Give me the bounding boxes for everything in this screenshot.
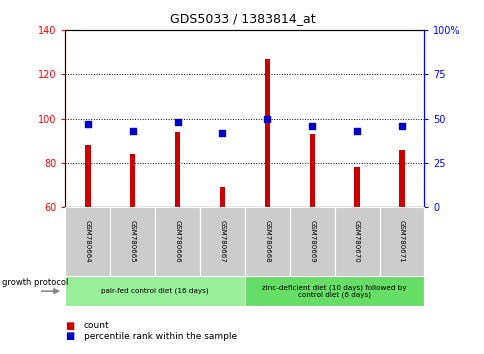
Bar — [85, 145, 91, 207]
Bar — [264, 59, 270, 207]
Bar — [219, 187, 225, 207]
Text: GSM780669: GSM780669 — [309, 220, 315, 263]
Text: GDS5033 / 1383814_at: GDS5033 / 1383814_at — [169, 12, 315, 25]
Text: GSM780664: GSM780664 — [85, 220, 91, 263]
Point — [397, 123, 405, 129]
Point — [129, 128, 136, 134]
Bar — [309, 134, 314, 207]
Point — [263, 116, 271, 121]
Bar — [398, 149, 404, 207]
Point — [218, 130, 226, 136]
Point — [84, 121, 91, 127]
Text: pair-fed control diet (16 days): pair-fed control diet (16 days) — [101, 288, 209, 295]
Point — [352, 128, 360, 134]
Point — [308, 123, 316, 129]
Bar — [130, 154, 135, 207]
Bar — [354, 167, 359, 207]
Text: GSM780671: GSM780671 — [398, 220, 404, 263]
Text: percentile rank within the sample: percentile rank within the sample — [84, 332, 237, 341]
Text: count: count — [84, 321, 109, 330]
Text: GSM780668: GSM780668 — [264, 220, 270, 263]
Text: ■: ■ — [65, 321, 75, 331]
Bar — [175, 132, 180, 207]
Text: GSM780665: GSM780665 — [130, 220, 136, 263]
Text: growth protocol: growth protocol — [2, 278, 69, 287]
Text: GSM780666: GSM780666 — [174, 220, 180, 263]
Text: zinc-deficient diet (10 days) followed by
control diet (6 days): zinc-deficient diet (10 days) followed b… — [262, 284, 406, 298]
Text: ■: ■ — [65, 331, 75, 341]
Text: GSM780667: GSM780667 — [219, 220, 225, 263]
Point — [173, 119, 181, 125]
Text: GSM780670: GSM780670 — [353, 220, 359, 263]
